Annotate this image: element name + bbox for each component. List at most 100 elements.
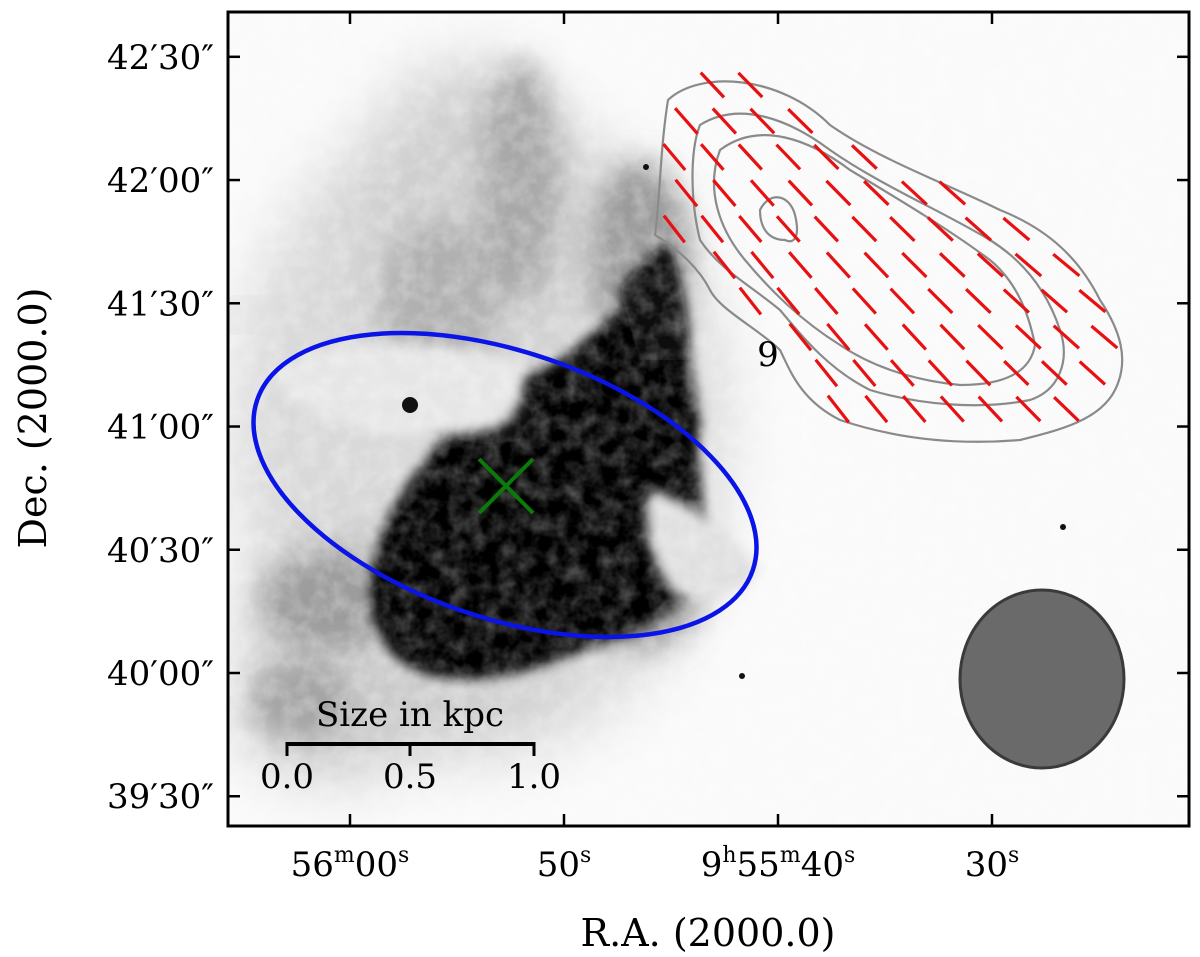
polarization-vector <box>1052 396 1080 422</box>
polarization-vector <box>1002 216 1031 242</box>
polarization-vector <box>1078 288 1107 314</box>
y-axis: 42′30″ 42′00″ 41′30″ 41′00″ 40′30″ 40′00″ 39′3… <box>107 38 1189 817</box>
polarization-vector <box>1090 324 1119 350</box>
polarization-vector <box>864 394 889 424</box>
polarization-vector <box>852 358 877 388</box>
polarization-vector <box>749 179 775 207</box>
polarization-vector <box>1040 288 1069 314</box>
y-tick-label: 42′30″ <box>107 38 214 78</box>
y-axis-label: Dec. (2000.0) <box>11 287 55 548</box>
polarization-vector <box>1003 359 1030 387</box>
polarization-vector <box>862 180 890 206</box>
x-tick-label: 56m00s <box>291 843 410 885</box>
polarization-vector <box>738 286 763 316</box>
polarization-vector <box>662 142 687 172</box>
polarization-vector <box>976 252 1004 278</box>
x-axis-label: R.A. (2000.0) <box>581 911 836 955</box>
polarization-vector <box>1014 252 1043 278</box>
polarization-vector <box>813 143 840 171</box>
polarization-vector <box>901 251 928 279</box>
polarization-vector <box>825 251 851 279</box>
polarization-vector <box>851 215 878 243</box>
x-tick-label: 30s <box>965 843 1020 885</box>
polarization-vector <box>699 143 725 171</box>
polarization-vector <box>814 358 839 388</box>
polarization-vector <box>1078 360 1107 386</box>
polarization-vector <box>965 359 992 387</box>
galaxy-image <box>228 12 1189 826</box>
polarization-vector <box>749 107 776 135</box>
x-tick-label: 9h55m40s <box>701 843 856 885</box>
y-tick-label: 41′00″ <box>107 408 214 448</box>
polarization-vector <box>674 178 699 208</box>
scale-bar-tick-label: 0.0 <box>260 757 314 797</box>
polarization-vector <box>737 71 764 99</box>
scale-bar: Size in kpc 0.0 0.5 1.0 <box>260 695 561 797</box>
polarization-vector <box>964 216 993 242</box>
scale-bar-tick-label: 0.5 <box>383 757 437 797</box>
polarization-vector <box>712 250 737 280</box>
polarization-vector <box>750 250 775 280</box>
y-tick-label: 40′00″ <box>107 654 214 694</box>
polarization-vector <box>787 179 814 207</box>
polarization-vector <box>1040 360 1068 386</box>
polarization-vector <box>939 395 965 423</box>
x-tick-label: 50s <box>537 843 592 885</box>
polarization-vector <box>813 287 839 315</box>
polarization-vector <box>825 179 852 207</box>
polarization-vectors <box>662 71 1119 424</box>
polarization-vector <box>1014 324 1042 350</box>
polarization-vector <box>889 359 915 387</box>
polarization-vector <box>927 359 954 387</box>
polarization-vector <box>850 144 878 170</box>
polarization-vector <box>700 214 725 244</box>
region-label: 9 <box>757 335 779 375</box>
polarization-vector <box>901 395 927 423</box>
contour-outer <box>653 80 1124 443</box>
polarization-vector <box>889 287 916 315</box>
polarization-vector <box>1052 324 1081 350</box>
aperture-ellipse <box>251 330 759 640</box>
y-tick-label: 42′00″ <box>107 161 214 201</box>
polarization-vector <box>901 323 928 351</box>
center-marker <box>477 457 535 515</box>
polarization-vector <box>662 214 686 244</box>
polarization-vector <box>776 286 801 316</box>
polarization-vector <box>699 71 726 99</box>
polarization-vector <box>863 251 890 279</box>
polarization-vector <box>977 323 1004 351</box>
polarization-vector <box>813 215 840 243</box>
polarization-vector <box>738 215 763 243</box>
polarization-vector <box>775 143 802 171</box>
polarization-vector <box>938 252 966 278</box>
polarization-vector <box>826 322 851 352</box>
polarization-vector <box>711 107 738 135</box>
plot-frame <box>226 10 1191 828</box>
polarization-vector <box>787 107 814 135</box>
y-tick-label: 40′30″ <box>107 531 214 571</box>
polarization-vector <box>964 288 992 314</box>
polarization-vector <box>889 215 916 243</box>
polarization-vector <box>926 216 954 242</box>
x-axis: 56m00s 50s 9h55m40s 30s <box>291 12 1020 885</box>
point-sources <box>402 164 1066 679</box>
polarization-vector <box>927 287 954 315</box>
polarization-vector <box>787 251 813 279</box>
beam <box>958 588 1126 770</box>
polarization-vector <box>737 143 763 171</box>
polarization-vector <box>863 323 889 351</box>
polarization-vector <box>775 215 801 243</box>
polarization-vector <box>1002 288 1030 314</box>
polarization-vector <box>939 323 966 351</box>
y-tick-label: 41′30″ <box>107 284 214 324</box>
contour-3 <box>712 134 1037 387</box>
polarization-vector <box>900 180 928 206</box>
polarization-vector <box>826 394 851 424</box>
polarization-vector <box>712 179 737 207</box>
polarization-vector <box>673 107 699 135</box>
polarization-vector <box>977 395 1004 423</box>
y-tick-label: 39′30″ <box>107 777 214 817</box>
polarization-vector <box>851 287 877 315</box>
polarization-vector <box>1052 252 1081 278</box>
